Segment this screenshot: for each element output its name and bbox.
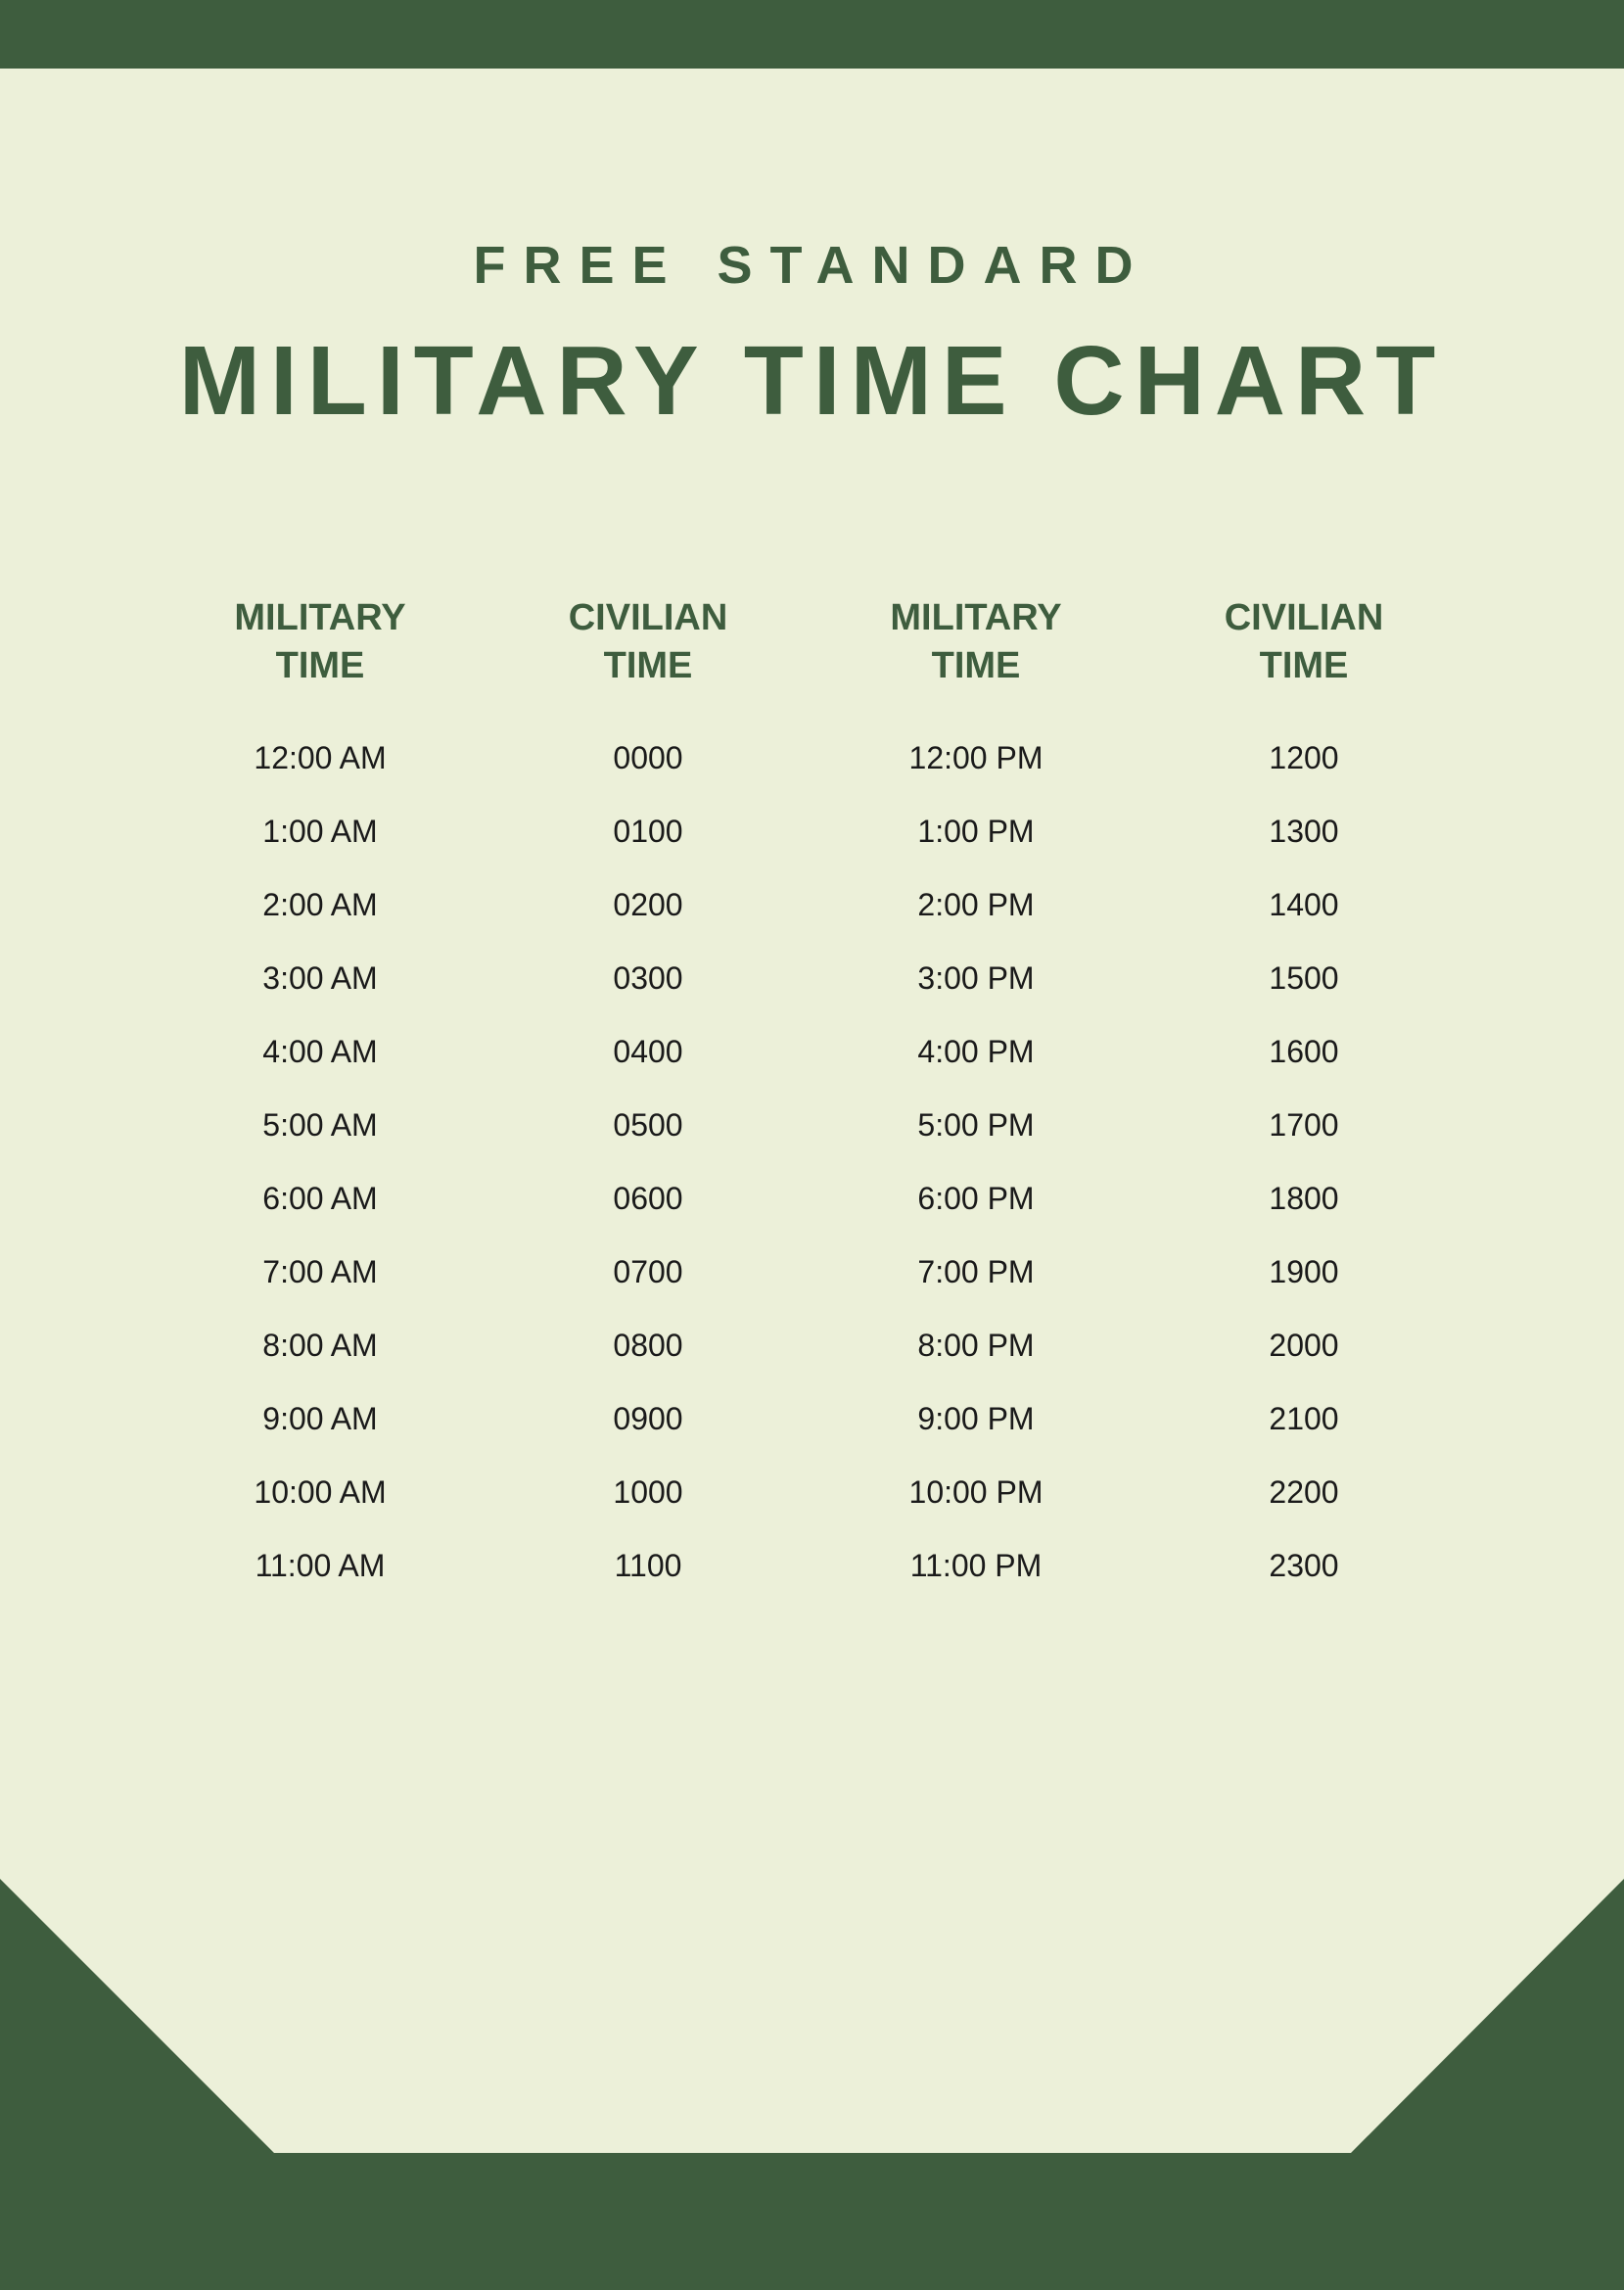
table-row: 1:00 AM01001:00 PM1300	[157, 814, 1468, 850]
table-cell: 3:00 AM	[157, 960, 485, 997]
table-cell: 2:00 PM	[812, 887, 1140, 923]
table-cell: 11:00 AM	[157, 1548, 485, 1584]
table-cell: 11:00 PM	[812, 1548, 1140, 1584]
table-cell: 0700	[485, 1254, 812, 1290]
table-cell: 0100	[485, 814, 812, 850]
table-row: 7:00 AM07007:00 PM1900	[157, 1254, 1468, 1290]
table-cell: 1200	[1140, 740, 1468, 776]
table-cell: 0500	[485, 1107, 812, 1144]
table-cell: 1100	[485, 1548, 812, 1584]
table-cell: 9:00 AM	[157, 1401, 485, 1437]
table-cell: 1:00 PM	[812, 814, 1140, 850]
table-cell: 2000	[1140, 1328, 1468, 1364]
table-cell: 5:00 PM	[812, 1107, 1140, 1144]
table-body: 12:00 AM000012:00 PM1200 1:00 AM01001:00 …	[157, 740, 1468, 1584]
bottom-accent-shape	[0, 1879, 1624, 2290]
table-cell: 2300	[1140, 1548, 1468, 1584]
table-cell: 0600	[485, 1181, 812, 1217]
table-cell: 1900	[1140, 1254, 1468, 1290]
table-cell: 1300	[1140, 814, 1468, 850]
table-cell: 1800	[1140, 1181, 1468, 1217]
column-header: CIVILIAN TIME	[485, 594, 812, 691]
table-cell: 4:00 PM	[812, 1034, 1140, 1070]
table-row: 5:00 AM05005:00 PM1700	[157, 1107, 1468, 1144]
column-header: CIVILIAN TIME	[1140, 594, 1468, 691]
table-cell: 2200	[1140, 1474, 1468, 1511]
table-cell: 0000	[485, 740, 812, 776]
table-cell: 1400	[1140, 887, 1468, 923]
table-cell: 3:00 PM	[812, 960, 1140, 997]
table-cell: 7:00 PM	[812, 1254, 1140, 1290]
table-row: 2:00 AM02002:00 PM1400	[157, 887, 1468, 923]
table-row: 3:00 AM03003:00 PM1500	[157, 960, 1468, 997]
table-cell: 5:00 AM	[157, 1107, 485, 1144]
table-row: 8:00 AM08008:00 PM2000	[157, 1328, 1468, 1364]
table-cell: 2100	[1140, 1401, 1468, 1437]
table-cell: 0400	[485, 1034, 812, 1070]
table-row: 11:00 AM110011:00 PM2300	[157, 1548, 1468, 1584]
table-header-row: MILITARY TIME CIVILIAN TIME MILITARY TIM…	[157, 594, 1468, 691]
table-row: 12:00 AM000012:00 PM1200	[157, 740, 1468, 776]
table-cell: 0800	[485, 1328, 812, 1364]
table-cell: 12:00 AM	[157, 740, 485, 776]
table-cell: 1000	[485, 1474, 812, 1511]
main-content: FREE STANDARD MILITARY TIME CHART MILITA…	[0, 0, 1624, 1584]
table-row: 9:00 AM09009:00 PM2100	[157, 1401, 1468, 1437]
table-cell: 12:00 PM	[812, 740, 1140, 776]
table-cell: 8:00 AM	[157, 1328, 485, 1364]
table-cell: 1700	[1140, 1107, 1468, 1144]
time-chart-table: MILITARY TIME CIVILIAN TIME MILITARY TIM…	[157, 594, 1468, 1584]
table-cell: 9:00 PM	[812, 1401, 1140, 1437]
table-row: 10:00 AM100010:00 PM2200	[157, 1474, 1468, 1511]
table-cell: 1500	[1140, 960, 1468, 997]
column-header: MILITARY TIME	[812, 594, 1140, 691]
subtitle: FREE STANDARD	[0, 235, 1624, 296]
table-cell: 2:00 AM	[157, 887, 485, 923]
table-cell: 10:00 PM	[812, 1474, 1140, 1511]
table-cell: 4:00 AM	[157, 1034, 485, 1070]
column-header: MILITARY TIME	[157, 594, 485, 691]
table-cell: 8:00 PM	[812, 1328, 1140, 1364]
table-cell: 7:00 AM	[157, 1254, 485, 1290]
table-cell: 0300	[485, 960, 812, 997]
table-cell: 0200	[485, 887, 812, 923]
page-title: MILITARY TIME CHART	[0, 325, 1624, 438]
table-cell: 6:00 AM	[157, 1181, 485, 1217]
table-row: 6:00 AM06006:00 PM1800	[157, 1181, 1468, 1217]
table-cell: 1600	[1140, 1034, 1468, 1070]
table-cell: 10:00 AM	[157, 1474, 485, 1511]
table-cell: 0900	[485, 1401, 812, 1437]
table-cell: 6:00 PM	[812, 1181, 1140, 1217]
table-cell: 1:00 AM	[157, 814, 485, 850]
table-row: 4:00 AM04004:00 PM1600	[157, 1034, 1468, 1070]
